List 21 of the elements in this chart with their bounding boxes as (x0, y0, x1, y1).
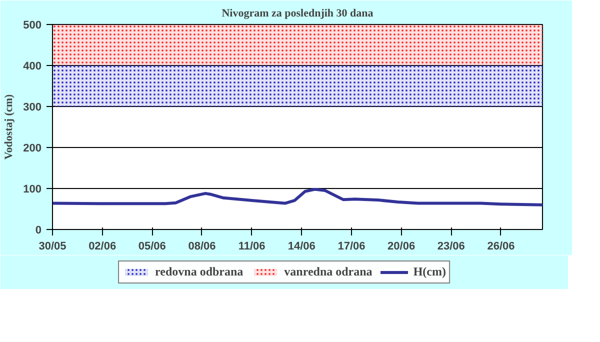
legend-label: H(cm) (413, 264, 446, 280)
x-tick-label: 30/05 (38, 240, 66, 252)
y-tick-label: 400 (23, 60, 42, 72)
legend-label: vanredna odrana (284, 264, 372, 280)
y-tick-label: 100 (23, 184, 42, 196)
y-tick-label: 0 (35, 224, 42, 236)
x-tick-label: 23/06 (437, 240, 465, 252)
chart-title: Nivogram za poslednjih 30 dana (222, 8, 374, 20)
x-tick-label: 26/06 (487, 240, 515, 252)
x-tick-label: 14/06 (288, 240, 316, 252)
y-tick-label: 200 (23, 142, 42, 154)
y-tick-label: 300 (23, 102, 42, 114)
y-axis-title: Vodostaj (cm) (3, 94, 16, 160)
x-tick-label: 17/06 (338, 240, 366, 252)
x-tick-label: 08/06 (188, 240, 216, 252)
x-tick-label: 20/06 (388, 240, 416, 252)
x-tick-label: 05/06 (138, 240, 166, 252)
x-tick-label: 11/06 (238, 240, 266, 252)
y-tick-label: 500 (23, 20, 42, 32)
x-tick-label: 02/06 (88, 240, 116, 252)
legend-label: redovna odbrana (155, 264, 244, 280)
